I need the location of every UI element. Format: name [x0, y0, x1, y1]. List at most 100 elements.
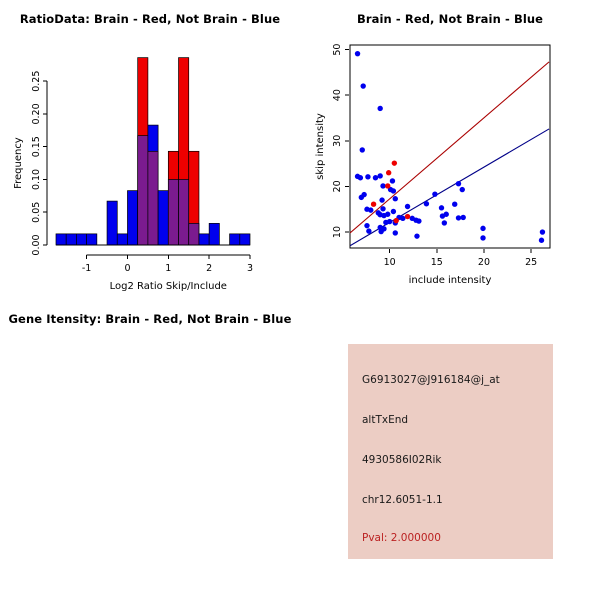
- plot-content: [350, 50, 550, 247]
- scatter-point: [390, 208, 397, 215]
- gene-histogram-title: Gene Itensity: Brain - Red, Not Brain - …: [8, 312, 292, 326]
- scatter-point: [452, 201, 458, 207]
- scatter-point: [380, 206, 386, 212]
- scatter-point: [392, 196, 398, 202]
- panel-ratio-histogram: RatioData: Brain - Red, Not Brain - Blue…: [0, 0, 300, 300]
- x-axis-title: include intensity: [409, 275, 492, 286]
- scatter-point: [539, 229, 546, 235]
- x-tick-label: 15: [431, 257, 443, 268]
- scatter-point: [455, 180, 462, 187]
- y-tick-label: 0.00: [31, 234, 42, 255]
- scatter-point: [354, 50, 361, 57]
- y-tick-label: 20: [332, 180, 343, 192]
- reference-line-red-trend: [350, 61, 550, 234]
- scatter-point: [441, 220, 448, 226]
- scatter-point: [366, 228, 372, 234]
- scatter-point: [480, 235, 486, 241]
- y-axis-title: Frequency: [13, 137, 24, 189]
- scatter-point: [358, 194, 365, 201]
- scatter-point: [385, 211, 391, 217]
- scatter-point: [416, 218, 422, 224]
- scatter-point: [389, 178, 396, 184]
- scatter-point: [378, 228, 384, 235]
- scatter-point: [423, 201, 430, 207]
- x-tick-label: 3: [247, 263, 253, 274]
- scatter-point: [460, 214, 466, 221]
- scatter-plot: 10 20 30 40 50 skip intensity 10 15 20 25 include …: [315, 44, 551, 286]
- histogram-bar: [116, 233, 128, 246]
- gene-info-box: G6913027@J916184@j_at altTxEnd 4930586I0…: [348, 344, 553, 559]
- scatter-point: [377, 173, 383, 179]
- scatter-point: [360, 83, 366, 89]
- scatter-point: [459, 186, 465, 193]
- scatter-title: Brain - Red, Not Brain - Blue: [356, 12, 544, 26]
- y-tick-label: 40: [332, 89, 343, 101]
- y-axis-title: skip intensity: [315, 113, 326, 180]
- ratio-histogram-title: RatioData: Brain - Red, Not Brain - Blue: [19, 12, 281, 26]
- histogram-bar-overlap: [167, 179, 179, 246]
- pval-label: Pval: 2.000000: [362, 532, 441, 544]
- scatter-point: [364, 222, 370, 229]
- scatter-point: [392, 230, 398, 236]
- y-tick-label: 0.05: [31, 202, 42, 223]
- scatter-point: [414, 233, 420, 239]
- y-tick-label: 0.10: [31, 169, 42, 190]
- gene-histogram-plot: 0.00.10.20.30.4Frequency1020304050Intens…: [0, 300, 300, 600]
- y-tick-label: 30: [332, 135, 343, 147]
- histogram-bar-overlap: [188, 223, 200, 246]
- scatter-point: [370, 201, 377, 207]
- scatter-point: [393, 217, 399, 224]
- scatter-point: [538, 237, 545, 243]
- y-tick-label: 0.15: [31, 136, 42, 157]
- histogram-bar: [76, 233, 87, 246]
- scatter-point: [390, 188, 397, 194]
- scatter-point: [385, 183, 391, 189]
- histogram-bar: [127, 190, 139, 246]
- plot-frame: [349, 44, 551, 249]
- scatter-point: [404, 213, 411, 220]
- scatter-point: [385, 170, 392, 176]
- scatter-point: [368, 207, 374, 213]
- x-tick-label: 20: [478, 257, 490, 268]
- histogram-bar-overlap: [137, 135, 149, 246]
- ratio-histogram-plot: 0.00 0.05 0.10 0.15 0.20 0.25 Frequency -1 0 1 2 3 L…: [13, 57, 253, 292]
- y-tick-label: 0.20: [31, 103, 42, 124]
- x-tick-label: 10: [384, 257, 396, 268]
- scatter-point: [386, 218, 393, 225]
- scatter-point: [379, 197, 385, 203]
- event-type-label: altTxEnd: [362, 414, 409, 426]
- scatter-point: [400, 215, 406, 222]
- probe-id-label: G6913027@J916184@j_at: [362, 374, 500, 386]
- histogram-bar: [239, 233, 251, 246]
- scatter-point: [380, 183, 386, 189]
- scatter-point: [455, 215, 462, 221]
- y-tick-label: 50: [332, 44, 343, 56]
- scatter-point: [404, 203, 411, 210]
- scatter-point: [438, 205, 445, 211]
- x-tick-label: -1: [82, 263, 91, 274]
- histogram-bar-overlap: [178, 179, 190, 246]
- panel-scatter: Brain - Red, Not Brain - Blue 10 20 30 40 50…: [300, 0, 600, 300]
- x-tick-label: 2: [206, 263, 212, 274]
- scatter-point: [391, 160, 398, 166]
- scatter-point: [377, 105, 383, 112]
- scatter-point: [432, 191, 438, 197]
- x-tick-label: 1: [165, 263, 171, 274]
- panel-gene-histogram: Gene Itensity: Brain - Red, Not Brain - …: [0, 300, 300, 600]
- scatter-point: [357, 175, 364, 181]
- reference-line-blue-trend: [350, 128, 550, 247]
- histogram-bar: [208, 223, 220, 246]
- histogram-bar: [229, 233, 241, 246]
- locus-label: chr12.6051-1.1: [362, 494, 443, 506]
- histogram-bar: [106, 200, 118, 246]
- scatter-point: [372, 175, 379, 181]
- histogram-bar: [55, 233, 67, 246]
- y-tick-label: 10: [332, 226, 343, 238]
- panel-info: G6913027@J916184@j_at altTxEnd 4930586I0…: [300, 300, 600, 600]
- y-tick-label: 0.25: [31, 71, 42, 92]
- x-axis-title: Log2 Ratio Skip/Include: [110, 281, 227, 292]
- x-tick-label: 0: [124, 263, 130, 274]
- scatter-point: [365, 174, 371, 180]
- histogram-bar: [157, 190, 169, 246]
